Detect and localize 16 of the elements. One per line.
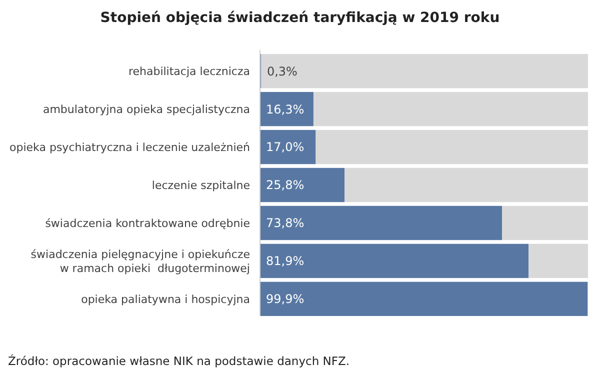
data-label: 73,8% [266, 216, 304, 230]
data-label: 17,0% [266, 140, 304, 154]
text: Źródło: opracowanie własne NIK na podstawie danych NFZ. [8, 354, 350, 368]
data-label: 16,3% [266, 102, 304, 116]
data-label: 81,9% [266, 254, 304, 268]
data-label: 25,8% [266, 178, 304, 192]
y-tick-label: ambulatoryjna opieka specjalistyczna [42, 102, 250, 116]
y-tick-label: świadczenia pielęgnacyjne i opiekuńcze w ramach opieki długoterminowej [30, 248, 250, 275]
chart-title: Stopień objęcia świadczeń taryfikacją w 2019 roku [100, 10, 500, 26]
y-tick-label: opieka paliatywna i hospicyjna [81, 292, 250, 306]
y-tick-label: opieka psychiatryczna i leczenie uzależnień [10, 140, 250, 154]
y-tick-label: leczenie szpitalne [152, 178, 250, 192]
y-tick-label: świadczenia kontraktowane odrębnie [45, 216, 250, 230]
data-label: 0,3% [266, 64, 298, 78]
data-label: 99,9% [266, 292, 304, 306]
y-tick-label: rehabilitacja lecznicza [128, 64, 250, 78]
